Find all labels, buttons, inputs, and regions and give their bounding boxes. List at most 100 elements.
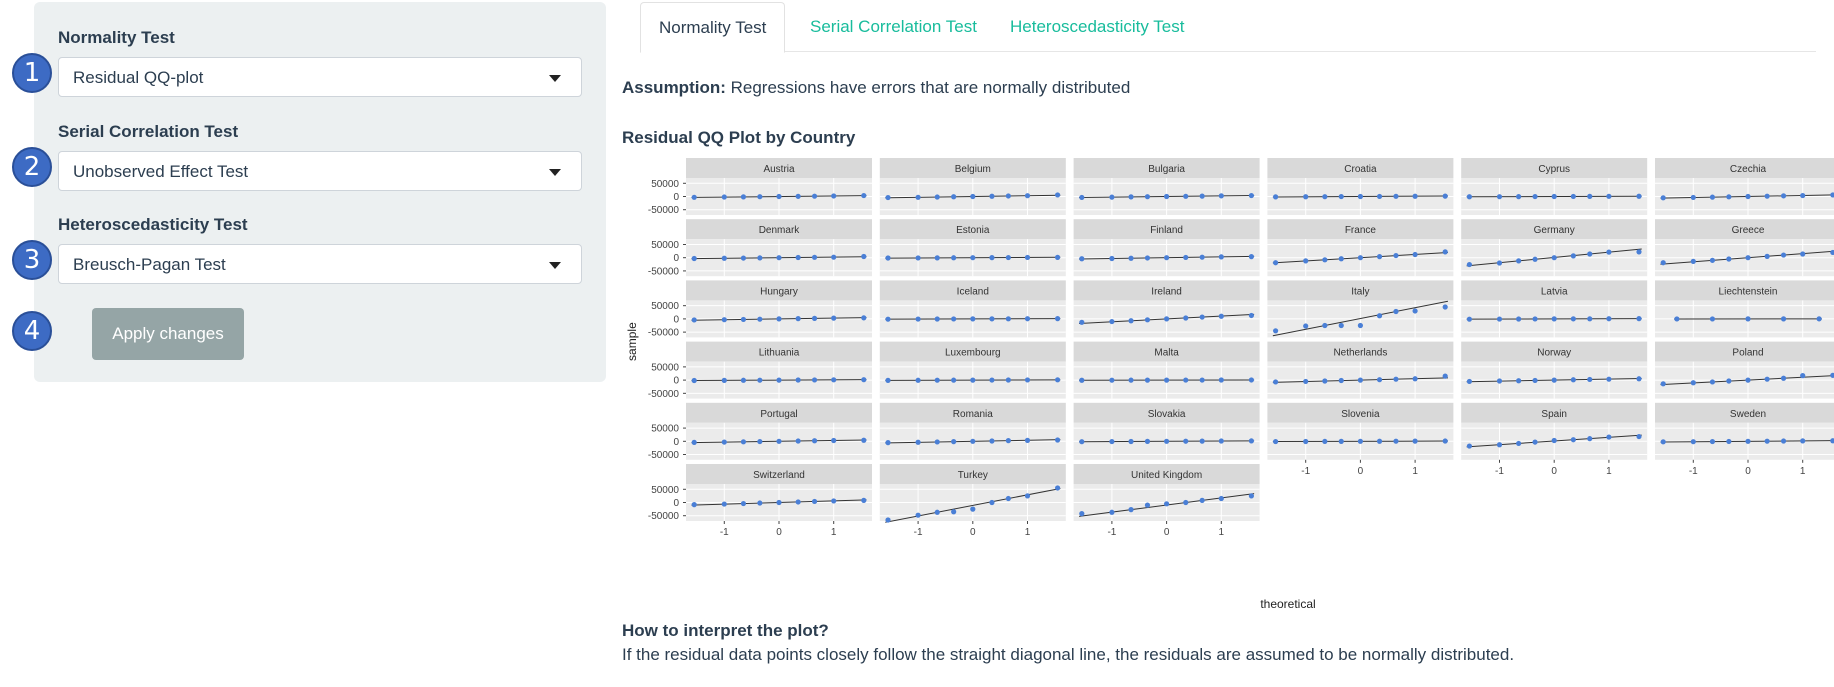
data-point: [1322, 322, 1328, 329]
data-point: [1128, 377, 1134, 383]
facet-label: Sweden: [1730, 409, 1766, 420]
x-tick-label: -1: [914, 527, 923, 538]
data-point: [1218, 313, 1224, 319]
facet-panel: Lithuania 50000 0 -50000: [648, 341, 872, 400]
data-point: [1144, 255, 1151, 261]
data-point: [1248, 192, 1254, 199]
data-point: [1551, 377, 1557, 383]
data-point: [721, 377, 727, 383]
facet-panel: Malta: [1073, 341, 1260, 399]
facet-strip: [1655, 341, 1834, 362]
y-tick-label: 0: [673, 437, 679, 448]
x-tick-label: 0: [1551, 466, 1557, 477]
data-point: [740, 316, 747, 323]
facet-panel: Czechia: [1655, 158, 1834, 215]
facet-panel: Austria 50000 0 -50000: [648, 158, 872, 216]
facet-label: Luxembourg: [945, 348, 1001, 359]
data-point: [1532, 193, 1538, 200]
data-point: [1551, 316, 1557, 322]
data-point: [1144, 317, 1151, 323]
data-point: [885, 194, 891, 201]
facet-label: Italy: [1351, 286, 1369, 297]
facet-label: Romania: [953, 409, 993, 420]
facet-label: Malta: [1154, 348, 1179, 359]
data-point: [1079, 439, 1085, 445]
data-point: [1800, 373, 1806, 379]
data-point: [1024, 193, 1031, 199]
facet-label: Croatia: [1344, 164, 1377, 175]
data-point: [1005, 254, 1011, 261]
facet-label: Switzerland: [753, 470, 805, 481]
data-point: [1800, 251, 1806, 257]
data-point: [1024, 254, 1031, 261]
data-point: [795, 254, 801, 261]
data-point: [1199, 193, 1205, 199]
serial-correlation-test-select[interactable]: Unobserved Effect Test: [58, 151, 582, 191]
facet-strip: [1073, 341, 1260, 362]
data-point: [757, 194, 763, 200]
data-point: [1412, 308, 1418, 314]
facet-strip: [686, 402, 872, 423]
normality-test-select[interactable]: Residual QQ-plot: [58, 57, 582, 97]
data-point: [885, 377, 891, 383]
data-point: [811, 193, 818, 199]
data-point: [1764, 193, 1770, 199]
tab-heteroscedasticity-test[interactable]: Heteroscedasticity Test: [1010, 17, 1185, 36]
facet-label: United Kingdom: [1131, 470, 1202, 481]
data-point: [1466, 316, 1473, 322]
facet-panel: Slovakia: [1073, 402, 1260, 460]
data-point: [1024, 316, 1031, 322]
facet-strip: [1073, 402, 1260, 423]
facet-label: Poland: [1732, 348, 1763, 359]
data-point: [1079, 377, 1085, 383]
data-point: [1199, 438, 1205, 444]
facet-panel: Switzerland 50000 0 -50000 -1 0 1: [648, 464, 872, 538]
data-point: [1690, 194, 1696, 201]
tab-normality-test[interactable]: Normality Test: [640, 2, 786, 53]
data-point: [915, 316, 921, 322]
facet-strip: [686, 341, 872, 362]
data-point: [1496, 260, 1503, 266]
data-point: [1164, 501, 1170, 507]
y-tick-label: 0: [673, 498, 679, 509]
facet-strip: [1267, 341, 1454, 362]
apply-changes-button[interactable]: Apply changes: [92, 308, 244, 360]
data-point: [691, 377, 697, 384]
y-tick-label: -50000: [648, 205, 680, 216]
data-point: [1516, 258, 1522, 264]
data-point: [1218, 377, 1224, 383]
heteroscedasticity-test-select[interactable]: Breusch-Pagan Test: [58, 244, 582, 284]
data-point: [740, 255, 747, 261]
facet-strip: [879, 158, 1066, 178]
data-point: [1144, 194, 1151, 200]
data-point: [1024, 493, 1031, 499]
data-point: [1516, 316, 1522, 322]
facet-label: Austria: [763, 164, 795, 175]
facet-panel: Portugal 50000 0 -50000: [648, 402, 872, 461]
facet-strip: [1267, 158, 1454, 178]
data-point: [1183, 254, 1189, 261]
data-point: [1412, 438, 1418, 444]
facet-label: Czechia: [1730, 164, 1767, 175]
data-point: [1745, 255, 1751, 261]
data-point: [1532, 377, 1538, 384]
y-tick-label: 50000: [651, 179, 679, 190]
data-point: [1109, 377, 1115, 383]
data-point: [795, 377, 801, 383]
data-point: [1338, 438, 1344, 444]
data-point: [1164, 193, 1170, 200]
facet-panel: Romania: [879, 402, 1066, 460]
data-point: [934, 255, 940, 261]
data-point: [795, 438, 801, 444]
data-point: [1466, 194, 1473, 200]
facet-label: Bulgaria: [1148, 164, 1185, 175]
facet-panel: Germany: [1461, 219, 1648, 277]
y-tick-label: 0: [673, 253, 679, 264]
facet-panel: Turkey -1 0 1: [879, 464, 1066, 538]
data-point: [831, 437, 837, 444]
facet-strip: [1655, 402, 1834, 423]
tab-serial-correlation-test[interactable]: Serial Correlation Test: [810, 17, 977, 36]
data-point: [1393, 438, 1399, 444]
data-point: [1780, 316, 1787, 322]
data-point: [811, 315, 818, 321]
